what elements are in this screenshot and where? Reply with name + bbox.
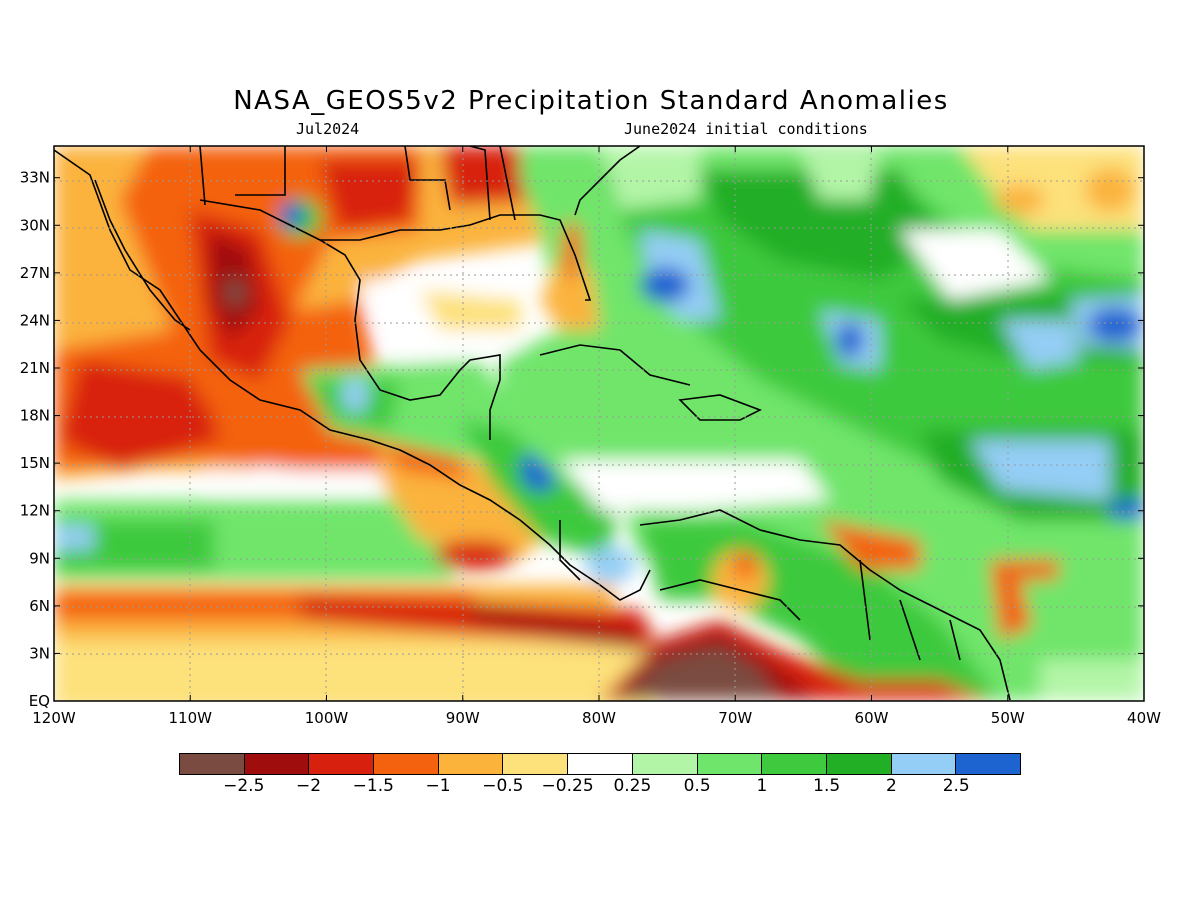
- lat-label: EQ: [29, 692, 50, 710]
- colorbar-swatch: [503, 754, 569, 774]
- lat-label: 12N: [20, 502, 50, 520]
- colorbar-label: −0.25: [541, 776, 594, 796]
- lat-label: 15N: [20, 454, 50, 472]
- lon-label: 50W: [991, 709, 1025, 727]
- lon-label: 80W: [582, 709, 616, 727]
- colorbar-swatch: [826, 754, 892, 774]
- lon-label: 100W: [305, 709, 349, 727]
- colorbar-label: −0.5: [482, 776, 524, 796]
- map-title: NASA_GEOS5v2 Precipitation Standard Anom…: [233, 86, 949, 116]
- colorbar-swatch: [244, 754, 310, 774]
- lat-label: 9N: [29, 549, 50, 567]
- anomaly-field: [54, 146, 1144, 701]
- lon-label: 90W: [446, 709, 480, 727]
- colorbar-swatch: [568, 754, 633, 774]
- anomaly-map: EQ 3N 6N 9N 12N 15N 18N 21N 24N 27N 30N 33N 120W 110…: [20, 145, 1161, 727]
- colorbar: [179, 753, 1021, 775]
- lon-label: 110W: [169, 709, 213, 727]
- colorbar-label: −2.5: [223, 776, 265, 796]
- lat-label: 6N: [29, 597, 50, 615]
- colorbar-label: 2: [886, 776, 897, 796]
- colorbar-label: −1: [425, 776, 451, 796]
- colorbar-labels: −2.5 −2 −1.5 −1 −0.5 −0.25 0.25 0.5 1 1.5 2 2.5: [0, 776, 1200, 798]
- lat-label: 21N: [20, 359, 50, 377]
- lat-label: 24N: [20, 311, 50, 329]
- lat-label: 3N: [29, 644, 50, 662]
- lon-label: 120W: [32, 709, 76, 727]
- colorbar-swatch: [956, 754, 1020, 774]
- graticule: [54, 146, 1144, 701]
- colorbar-swatch: [762, 754, 827, 774]
- initial-conditions: June2024 initial conditions: [624, 120, 868, 138]
- colorbar-label: 1: [756, 776, 768, 796]
- colorbar-swatch: [697, 754, 763, 774]
- colorbar-swatch: [891, 754, 957, 774]
- lat-label: 30N: [20, 216, 50, 234]
- colorbar-label: 1.5: [813, 776, 841, 796]
- lon-label: 60W: [855, 709, 889, 727]
- longitude-labels: 120W 110W 100W 90W 80W 70W 60W 50W 40W: [32, 709, 1161, 727]
- lon-label: 40W: [1127, 709, 1161, 727]
- colorbar-swatch: [438, 754, 504, 774]
- colorbar-label: 2.5: [942, 776, 970, 796]
- colorbar-label: 0.25: [613, 776, 652, 796]
- lat-label: 27N: [20, 264, 50, 282]
- coastlines: [54, 146, 1011, 701]
- forecast-month: Jul2024: [296, 120, 360, 138]
- colorbar-swatch: [374, 754, 439, 774]
- colorbar-label: −2: [296, 776, 322, 796]
- axis-ticks: [53, 146, 1145, 702]
- colorbar-swatch: [309, 754, 375, 774]
- lon-label: 70W: [718, 709, 752, 727]
- colorbar-label: −1.5: [352, 776, 394, 796]
- colorbar-swatch: [632, 754, 698, 774]
- latitude-labels: EQ 3N 6N 9N 12N 15N 18N 21N 24N 27N 30N 33N: [20, 169, 50, 710]
- colorbar-label: 0.5: [683, 776, 711, 796]
- lat-label: 33N: [20, 169, 50, 187]
- lat-label: 18N: [20, 407, 50, 425]
- colorbar-swatch: [180, 754, 245, 774]
